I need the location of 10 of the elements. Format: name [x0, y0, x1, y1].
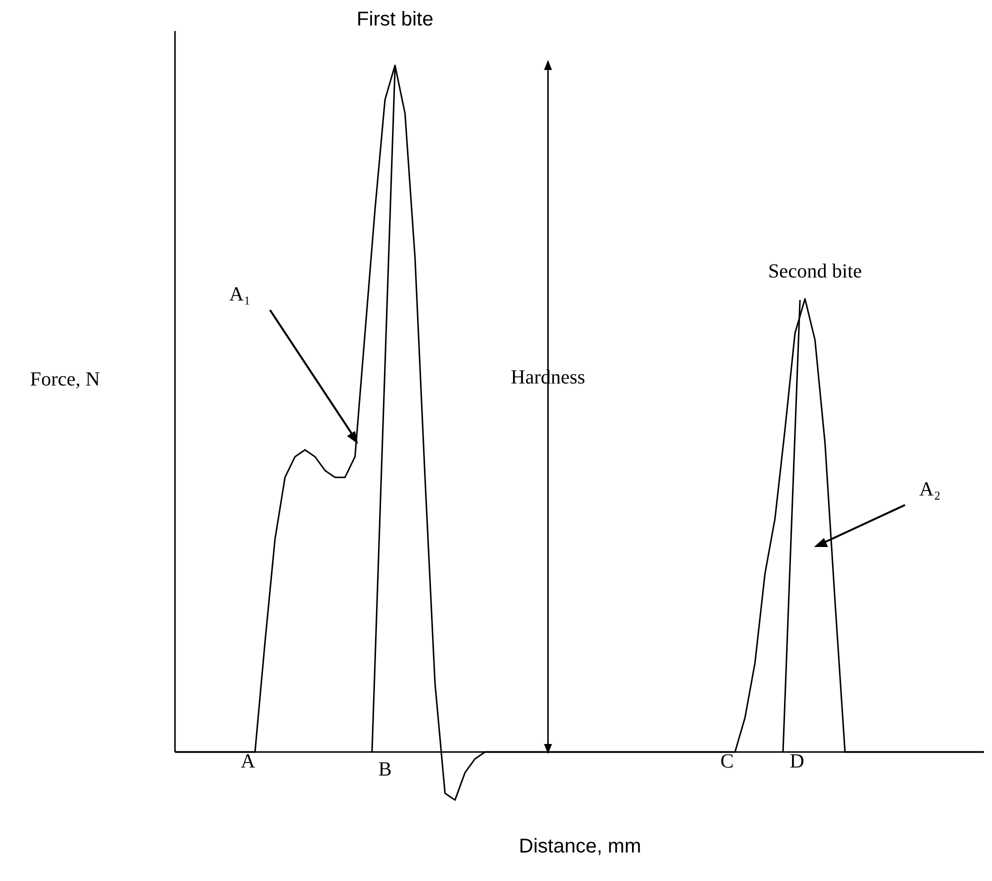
- chart-title: First bite: [356, 8, 434, 32]
- annotation: C: [720, 750, 734, 774]
- annotation: D: [790, 750, 804, 774]
- y-axis-title: Force, N: [30, 368, 100, 392]
- annotation: A: [240, 750, 256, 774]
- annotation: Second bite: [768, 260, 862, 284]
- annotation: A₁: [229, 284, 251, 306]
- annotation: B: [378, 758, 392, 782]
- x-axis-title: Distance, mm: [518, 836, 642, 858]
- annotation: A₂: [919, 478, 941, 502]
